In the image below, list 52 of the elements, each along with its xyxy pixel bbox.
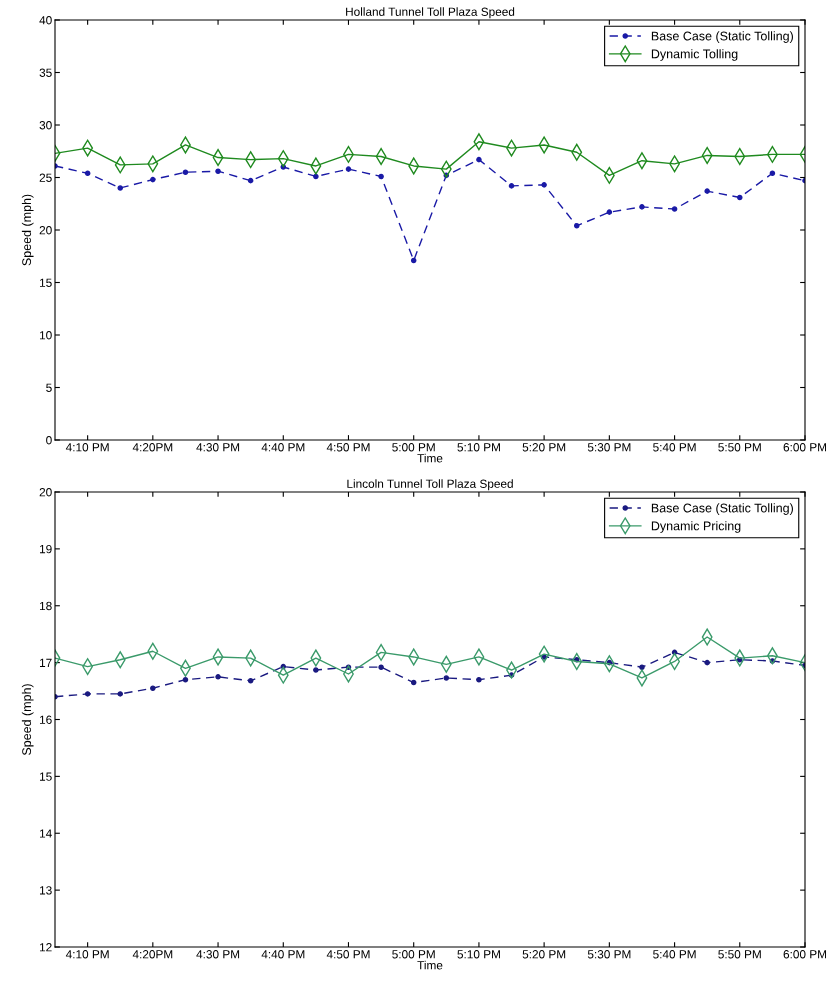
y-tick-label: 19: [39, 544, 52, 554]
x-tick-label: 4:20PM: [132, 443, 173, 452]
x-tick-label: 4:50 PM: [326, 443, 370, 452]
y-tick-label: 30: [39, 121, 52, 130]
y-tick-label: 40: [39, 16, 52, 25]
y-axis-title: Speed (mph): [21, 684, 34, 756]
chart-title: Holland Tunnel Toll Plaza Speed: [346, 7, 515, 19]
x-tick-label: 4:30 PM: [196, 443, 240, 452]
y-tick-label: 13: [39, 886, 52, 895]
x-tick-label: 5:10 PM: [457, 950, 500, 959]
x-axis-title: Time: [417, 453, 443, 463]
y-tick-label: 0: [46, 436, 52, 445]
x-tick-label: 4:40 PM: [261, 950, 305, 959]
legend-label: Dynamic Tolling: [651, 49, 738, 61]
x-tick-label: 5:00 PM: [392, 950, 435, 959]
y-tick-label: 25: [39, 173, 52, 182]
x-tick-label: 4:30 PM: [196, 950, 240, 959]
x-tick-label: 5:50 PM: [718, 443, 761, 452]
legend-label: Base Case (Static Tolling): [651, 503, 793, 515]
x-tick-label: 4:10 PM: [65, 443, 109, 452]
x-tick-label: 6:00 PM: [783, 950, 827, 959]
x-tick-label: 4:20PM: [132, 950, 173, 959]
x-tick-label: 5:20 PM: [522, 950, 566, 959]
x-tick-label: 5:40 PM: [653, 950, 696, 959]
x-tick-label: 5:20 PM: [522, 443, 566, 452]
x-tick-label: 5:00 PM: [392, 443, 435, 452]
y-tick-label: 14: [39, 829, 52, 838]
y-tick-label: 16: [39, 715, 52, 724]
y-tick-label: 20: [39, 226, 52, 235]
x-tick-label: 5:30 PM: [587, 950, 631, 959]
legend-label: Base Case (Static Tolling): [651, 31, 793, 43]
y-tick-label: 20: [39, 488, 52, 497]
y-tick-label: 35: [39, 68, 52, 77]
x-tick-label: 4:10 PM: [65, 950, 109, 959]
y-tick-label: 18: [39, 601, 52, 611]
x-tick-label: 6:00 PM: [783, 443, 827, 452]
y-axis-title: Speed (mph): [21, 194, 34, 266]
x-axis-title: Time: [417, 960, 443, 970]
legend-label: Dynamic Pricing: [651, 521, 741, 533]
x-tick-label: 5:30 PM: [587, 443, 631, 452]
y-tick-label: 17: [39, 658, 52, 667]
x-tick-label: 4:50 PM: [326, 950, 370, 959]
x-tick-label: 5:10 PM: [457, 443, 500, 452]
y-tick-label: 15: [39, 278, 52, 287]
x-tick-label: 5:40 PM: [653, 443, 696, 452]
y-tick-label: 10: [39, 331, 52, 340]
y-tick-label: 5: [46, 383, 52, 392]
x-tick-label: 4:40 PM: [261, 443, 305, 452]
x-tick-label: 5:50 PM: [718, 950, 761, 959]
chart-title: Lincoln Tunnel Toll Plaza Speed: [347, 479, 513, 491]
y-tick-label: 15: [39, 772, 52, 781]
y-tick-label: 12: [39, 943, 52, 952]
